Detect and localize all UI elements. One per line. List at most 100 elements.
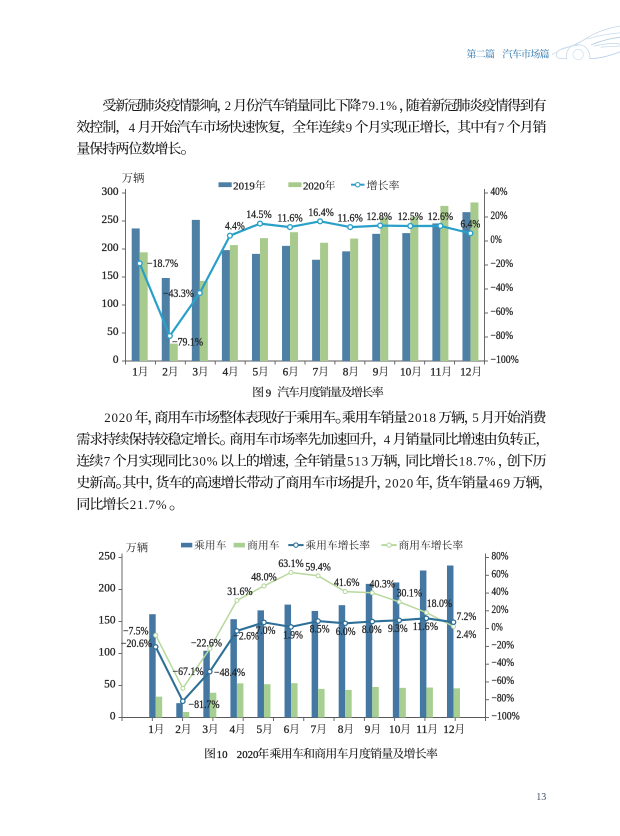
svg-text:8.5%: 8.5% bbox=[310, 624, 330, 636]
svg-text:6: 6 bbox=[284, 724, 290, 736]
svg-text:1: 1 bbox=[132, 367, 138, 379]
svg-text:11.6%: 11.6% bbox=[413, 621, 439, 633]
svg-text:4: 4 bbox=[222, 367, 228, 379]
svg-text:20%: 20% bbox=[491, 210, 508, 222]
svg-text:9: 9 bbox=[504, 475, 511, 490]
svg-text:4: 4 bbox=[229, 724, 235, 736]
svg-text:−100%: −100% bbox=[492, 711, 521, 723]
svg-text:16.4%: 16.4% bbox=[308, 207, 334, 219]
svg-text:150: 150 bbox=[99, 615, 116, 627]
svg-text:12.8%: 12.8% bbox=[367, 211, 393, 223]
svg-text:0: 0 bbox=[113, 354, 119, 366]
svg-text:2: 2 bbox=[175, 724, 181, 736]
svg-text:−67.1%: −67.1% bbox=[173, 666, 205, 678]
svg-text:4: 4 bbox=[129, 120, 136, 135]
svg-text:7: 7 bbox=[313, 367, 319, 379]
svg-text:−22.6%: −22.6% bbox=[191, 638, 223, 650]
svg-text:2.4%: 2.4% bbox=[457, 629, 477, 641]
svg-text:5: 5 bbox=[257, 724, 263, 736]
svg-text:2: 2 bbox=[399, 475, 406, 490]
svg-text:%: % bbox=[386, 98, 397, 113]
svg-text:1: 1 bbox=[422, 410, 429, 425]
svg-text:11: 11 bbox=[430, 367, 441, 379]
svg-text:9: 9 bbox=[365, 724, 371, 736]
svg-text:1.9%: 1.9% bbox=[283, 629, 303, 641]
svg-text:7: 7 bbox=[311, 724, 317, 736]
svg-text:7.0%: 7.0% bbox=[256, 625, 276, 637]
svg-text:10: 10 bbox=[217, 749, 228, 761]
svg-text:5: 5 bbox=[253, 367, 259, 379]
svg-text:18.0%: 18.0% bbox=[427, 598, 453, 610]
svg-text:40.3%: 40.3% bbox=[370, 578, 396, 590]
svg-text:−81.7%: −81.7% bbox=[189, 699, 221, 711]
svg-text:−40%: −40% bbox=[491, 282, 514, 294]
svg-text:7.2%: 7.2% bbox=[457, 611, 477, 623]
svg-text:−60%: −60% bbox=[491, 306, 514, 318]
svg-text:4: 4 bbox=[384, 432, 391, 447]
svg-text:2: 2 bbox=[162, 367, 168, 379]
svg-text:−60%: −60% bbox=[492, 675, 515, 687]
svg-text:8: 8 bbox=[466, 454, 473, 469]
svg-text:0%: 0% bbox=[492, 622, 504, 634]
svg-text:%: % bbox=[207, 454, 218, 469]
svg-text:0: 0 bbox=[392, 475, 399, 490]
svg-text:7: 7 bbox=[477, 454, 484, 469]
svg-text:1: 1 bbox=[137, 497, 144, 512]
svg-text:1: 1 bbox=[148, 724, 154, 736]
svg-text:5: 5 bbox=[347, 454, 354, 469]
svg-text:3: 3 bbox=[362, 454, 369, 469]
svg-text:13: 13 bbox=[536, 791, 546, 803]
svg-text:9.3%: 9.3% bbox=[388, 623, 408, 635]
svg-text:6: 6 bbox=[496, 475, 503, 490]
svg-text:200: 200 bbox=[102, 242, 119, 254]
svg-text:3: 3 bbox=[192, 367, 198, 379]
svg-text:2: 2 bbox=[408, 410, 415, 425]
svg-text:−2.6%: −2.6% bbox=[234, 630, 260, 642]
svg-text:50: 50 bbox=[104, 679, 116, 691]
svg-text:9: 9 bbox=[346, 120, 353, 135]
svg-text:0: 0 bbox=[111, 410, 118, 425]
svg-text:10: 10 bbox=[400, 367, 412, 379]
svg-text:30.1%: 30.1% bbox=[397, 587, 423, 599]
svg-text:10: 10 bbox=[389, 724, 401, 736]
svg-text:.: . bbox=[375, 98, 378, 113]
svg-text:0: 0 bbox=[110, 711, 116, 723]
svg-text:2: 2 bbox=[225, 98, 232, 113]
svg-text:0: 0 bbox=[126, 410, 133, 425]
svg-text:7: 7 bbox=[104, 454, 111, 469]
svg-text:1: 1 bbox=[379, 98, 386, 113]
svg-text:12: 12 bbox=[443, 724, 455, 736]
svg-text:2020: 2020 bbox=[303, 180, 325, 192]
svg-text:2020: 2020 bbox=[237, 749, 259, 761]
svg-text:50: 50 bbox=[107, 326, 119, 338]
svg-text:0: 0 bbox=[199, 454, 206, 469]
svg-text:8.0%: 8.0% bbox=[362, 624, 382, 636]
svg-text:8: 8 bbox=[338, 724, 344, 736]
svg-text:%: % bbox=[485, 454, 496, 469]
svg-text:5: 5 bbox=[472, 410, 479, 425]
svg-text:11.6%: 11.6% bbox=[337, 212, 363, 224]
svg-text:0%: 0% bbox=[491, 234, 503, 246]
svg-text:−79.1%: −79.1% bbox=[172, 337, 204, 349]
svg-text:8: 8 bbox=[429, 410, 436, 425]
svg-text:9: 9 bbox=[266, 387, 271, 399]
svg-text:63.1%: 63.1% bbox=[278, 558, 304, 570]
svg-text:250: 250 bbox=[99, 551, 116, 563]
svg-text:4: 4 bbox=[489, 475, 496, 490]
svg-text:−20%: −20% bbox=[491, 258, 514, 270]
svg-text:1: 1 bbox=[354, 454, 361, 469]
svg-text:0: 0 bbox=[407, 475, 414, 490]
svg-text:−48.4%: −48.4% bbox=[214, 667, 246, 679]
svg-text:4.4%: 4.4% bbox=[225, 221, 245, 233]
svg-text:31.6%: 31.6% bbox=[227, 586, 253, 598]
svg-text:−7.5%: −7.5% bbox=[123, 626, 149, 638]
svg-text:60%: 60% bbox=[492, 568, 509, 580]
svg-text:7: 7 bbox=[148, 497, 155, 512]
svg-text:2: 2 bbox=[104, 410, 111, 425]
svg-text:7: 7 bbox=[498, 120, 505, 135]
svg-text:6: 6 bbox=[283, 367, 289, 379]
svg-text:3: 3 bbox=[192, 454, 199, 469]
svg-text:11.6%: 11.6% bbox=[277, 212, 303, 224]
svg-text:6.0%: 6.0% bbox=[336, 626, 356, 638]
svg-text:250: 250 bbox=[102, 214, 119, 226]
